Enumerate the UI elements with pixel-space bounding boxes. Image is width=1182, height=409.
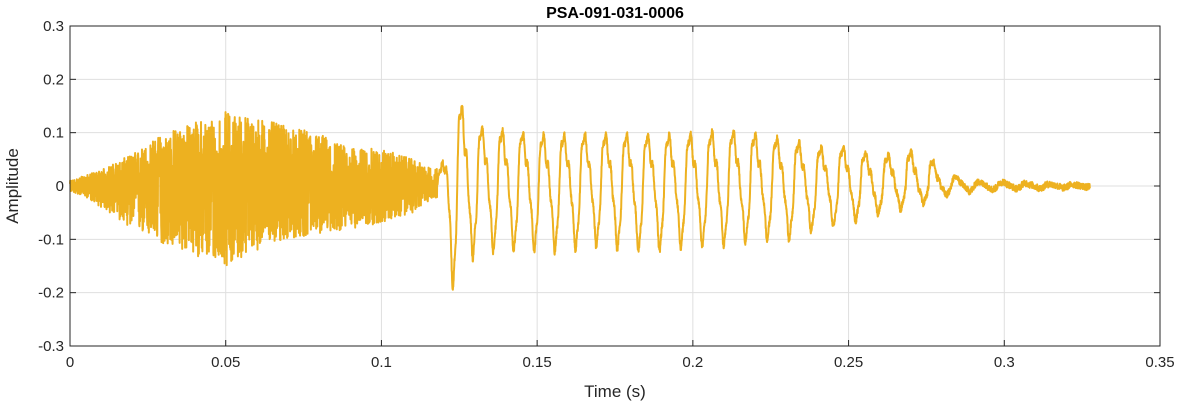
chart-title: PSA-091-031-0006 xyxy=(546,5,684,22)
y-tick-label: 0.2 xyxy=(43,71,64,88)
y-tick-label: 0.3 xyxy=(43,18,64,35)
plot-frame xyxy=(69,25,1161,347)
signal-line xyxy=(69,104,1091,291)
y-tick-label: 0.1 xyxy=(43,125,64,142)
x-tick-label: 0.35 xyxy=(1145,354,1174,371)
y-tick-label: -0.3 xyxy=(38,338,64,355)
x-axis-label: Time (s) xyxy=(584,382,646,401)
y-tick-label: 0 xyxy=(56,178,64,195)
y-tick-label: -0.2 xyxy=(38,285,64,302)
x-tick-label: 0.05 xyxy=(211,354,240,371)
x-tick-labels: 0 0.05 0.1 0.15 0.2 0.25 0.3 0.35 xyxy=(66,354,1175,371)
x-tick-label: 0 xyxy=(66,354,74,371)
y-tick-labels: -0.3 -0.2 -0.1 0 0.1 0.2 0.3 xyxy=(38,18,64,355)
series-layer xyxy=(69,104,1091,291)
x-tick-label: 0.15 xyxy=(523,354,552,371)
y-axis-label: Amplitude xyxy=(3,148,22,224)
x-tick-label: 0.1 xyxy=(371,354,392,371)
x-tick-label: 0.3 xyxy=(994,354,1015,371)
tick-marks xyxy=(69,25,1161,347)
y-tick-label: -0.1 xyxy=(38,231,64,248)
x-tick-label: 0.25 xyxy=(834,354,863,371)
x-tick-label: 0.2 xyxy=(682,354,703,371)
